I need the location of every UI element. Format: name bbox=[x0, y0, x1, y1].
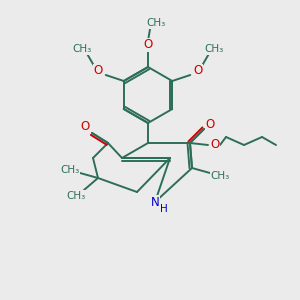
Text: O: O bbox=[143, 38, 153, 52]
Text: O: O bbox=[194, 64, 203, 77]
Text: CH₃: CH₃ bbox=[205, 44, 224, 54]
Text: O: O bbox=[210, 139, 220, 152]
Text: CH₃: CH₃ bbox=[66, 191, 85, 201]
Text: O: O bbox=[93, 64, 102, 77]
Text: H: H bbox=[160, 204, 168, 214]
Text: CH₃: CH₃ bbox=[210, 171, 230, 181]
Text: CH₃: CH₃ bbox=[60, 165, 80, 175]
Text: CH₃: CH₃ bbox=[72, 44, 92, 54]
Text: CH₃: CH₃ bbox=[146, 18, 166, 28]
Text: O: O bbox=[206, 118, 214, 130]
Text: N: N bbox=[151, 196, 159, 208]
Text: O: O bbox=[80, 121, 90, 134]
